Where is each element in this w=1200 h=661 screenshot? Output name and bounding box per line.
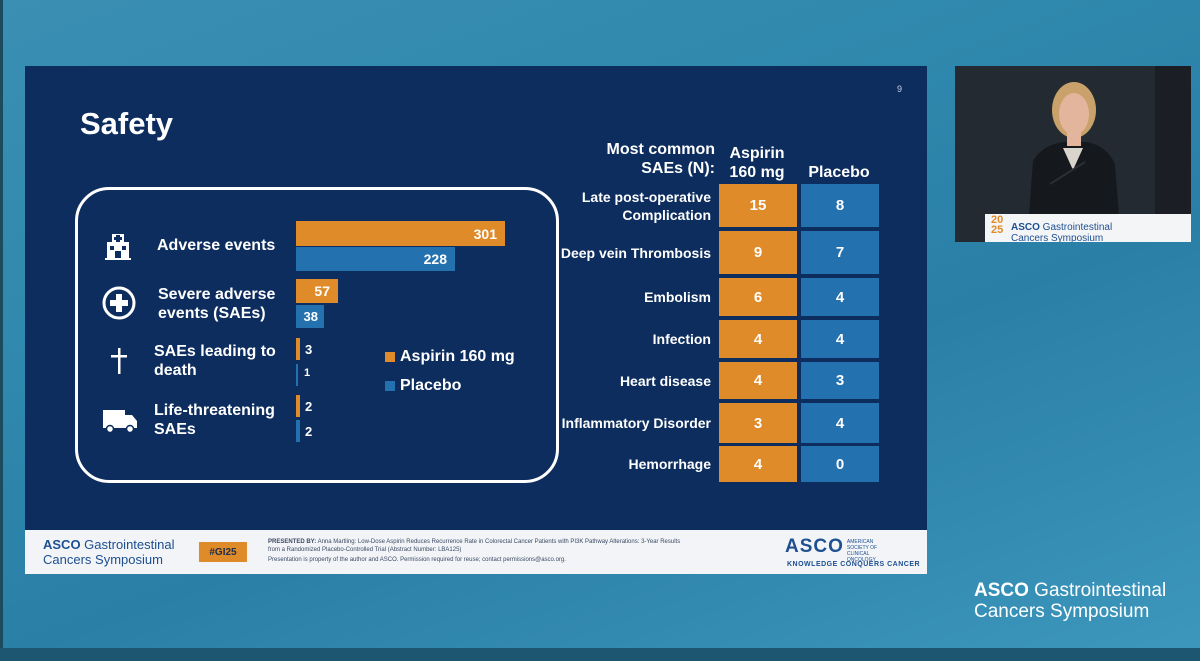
table-cell-aspirin: 9 <box>719 231 797 274</box>
value-placebo-life-threatening: 2 <box>305 424 313 439</box>
table-cell-aspirin: 6 <box>719 278 797 316</box>
corner-asco-gi-logo: ASCO Gastrointestinal Cancers Symposium <box>974 580 1167 622</box>
latin-cross-icon <box>107 346 131 376</box>
table-row-label: Heart disease <box>619 372 711 389</box>
medical-cross-icon <box>102 286 136 320</box>
speaker-video: 20 25 ASCO Gastrointestinal Cancers Symp… <box>955 66 1191 242</box>
table-header-label: Most common SAEs (N): <box>606 141 715 177</box>
table-cell-aspirin: 15 <box>719 184 797 227</box>
table-cell-placebo: 4 <box>801 320 879 358</box>
value-aspirin-death: 3 <box>305 342 313 357</box>
asco-tagline: KNOWLEDGE CONQUERS CANCER <box>787 561 921 568</box>
footer-asco-gi-logo: ASCO Gastrointestinal Cancers Symposium <box>43 537 175 567</box>
value-aspirin-life-threatening: 2 <box>305 399 313 414</box>
legend-label-aspirin: Aspirin 160 mg <box>400 348 515 365</box>
table-cell-placebo: 3 <box>801 362 879 399</box>
value-placebo-death: 1 <box>304 367 311 379</box>
table-row-label: Late post-operative Complication <box>581 188 711 223</box>
bar-placebo-adverse: 228 <box>296 247 455 271</box>
event-label-death: SAEs leading to death <box>154 343 276 379</box>
event-label-severe: Severe adverse events (SAEs) <box>158 286 276 322</box>
bar-aspirin-death <box>296 338 300 360</box>
presentation-slide: 9 Safety Adverse events 301 228 Severe a… <box>25 66 927 574</box>
event-label-life-threatening: Life-threatening SAEs <box>154 402 275 438</box>
ambulance-icon <box>101 404 139 434</box>
legend-swatch-placebo <box>385 381 395 391</box>
event-label-adverse: Adverse events <box>157 237 276 254</box>
podium-text: ASCO Gastrointestinal Cancers Symposium <box>1011 222 1113 242</box>
table-cell-placebo: 8 <box>801 184 879 227</box>
bar-placebo-life-threatening <box>296 420 300 442</box>
adverse-events-panel <box>75 187 559 483</box>
table-row-label: Hemorrhage <box>628 456 711 472</box>
bar-placebo-severe: 38 <box>296 305 324 328</box>
table-cell-aspirin: 4 <box>719 362 797 399</box>
hospital-building-icon <box>102 230 134 262</box>
table-cell-placebo: 7 <box>801 231 879 274</box>
left-edge-strip <box>0 0 3 648</box>
table-row-label: Inflammatory Disorder <box>561 415 711 431</box>
legend-label-placebo: Placebo <box>400 377 462 394</box>
table-cell-placebo: 0 <box>801 446 879 482</box>
table-header-aspirin: Aspirin 160 mg <box>729 145 785 181</box>
table-cell-aspirin: 4 <box>719 446 797 482</box>
legend-swatch-aspirin <box>385 352 395 362</box>
slide-number: 9 <box>897 84 903 94</box>
slide-footer: ASCO Gastrointestinal Cancers Symposium … <box>25 530 927 574</box>
table-cell-aspirin: 3 <box>719 403 797 443</box>
table-header-placebo: Placebo <box>808 164 870 181</box>
legend-placebo: Placebo <box>385 377 461 395</box>
bar-placebo-death <box>296 364 298 386</box>
podium-year: 20 25 <box>991 214 1004 236</box>
hashtag-badge: #GI25 <box>199 542 247 562</box>
table-cell-aspirin: 4 <box>719 320 797 358</box>
bottom-edge-strip <box>0 648 1200 661</box>
presented-by-text: PRESENTED BY: Anna Martling: Low-Dose As… <box>268 539 681 563</box>
table-row-label: Deep vein Thrombosis <box>560 244 711 261</box>
table-cell-placebo: 4 <box>801 403 879 443</box>
asco-society-logo: ASCO AMERICAN SOCIETY OF CLINICAL ONCOLO… <box>785 536 878 563</box>
table-row-label: Embolism <box>644 289 711 305</box>
bar-aspirin-adverse: 301 <box>296 221 505 246</box>
table-cell-placebo: 4 <box>801 278 879 316</box>
bar-aspirin-severe: 57 <box>296 279 338 303</box>
slide-title: Safety <box>80 106 174 141</box>
legend-aspirin: Aspirin 160 mg <box>385 348 515 366</box>
table-row-label: Infection <box>652 331 711 347</box>
bar-aspirin-life-threatening <box>296 395 300 417</box>
podium-banner <box>985 214 1191 242</box>
